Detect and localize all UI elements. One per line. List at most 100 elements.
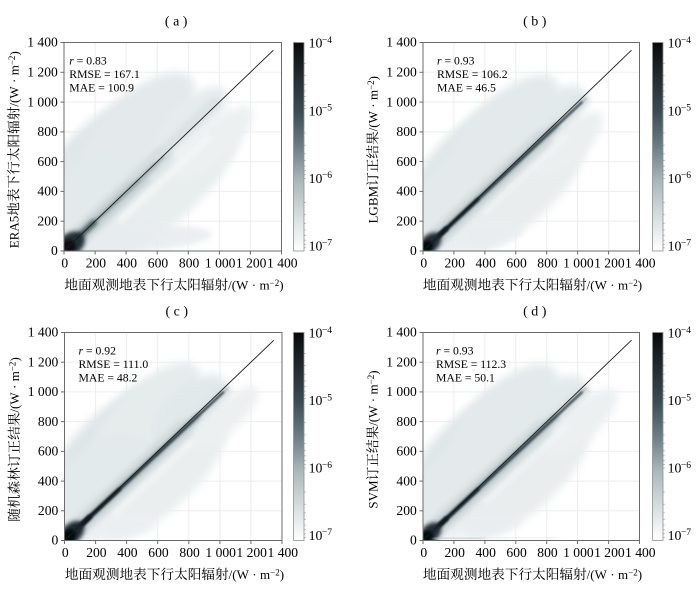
svg-text:1 000: 1 000 [205, 545, 236, 560]
svg-text:−2: −2 [7, 56, 17, 66]
svg-text:−2: −2 [366, 375, 376, 385]
svg-text:10: 10 [309, 461, 323, 476]
svg-text:800: 800 [179, 255, 200, 270]
svg-text:/(W: /(W [228, 278, 249, 293]
svg-text:1 400: 1 400 [386, 35, 417, 50]
svg-text:1 200: 1 200 [594, 255, 625, 270]
svg-text:( a ): ( a ) [165, 15, 188, 30]
svg-text:−5: −5 [322, 392, 332, 403]
svg-text:200: 200 [445, 545, 466, 560]
svg-text:m: m [7, 371, 22, 381]
svg-text:200: 200 [396, 213, 417, 228]
svg-text:m: m [7, 65, 22, 75]
svg-text:r = 0.93: r = 0.93 [436, 344, 474, 357]
svg-text:−2: −2 [366, 80, 376, 90]
svg-text:10: 10 [309, 326, 323, 341]
svg-text:r = 0.83: r = 0.83 [69, 54, 107, 67]
svg-text:m: m [260, 278, 270, 293]
svg-text:1 400: 1 400 [28, 325, 59, 340]
svg-text:−4: −4 [322, 35, 332, 46]
svg-text:800: 800 [537, 255, 558, 270]
svg-text:): ) [7, 51, 22, 55]
svg-text:600: 600 [506, 545, 527, 560]
svg-text:10: 10 [309, 103, 323, 118]
svg-text:1 400: 1 400 [625, 545, 656, 560]
svg-text:0: 0 [420, 545, 427, 560]
svg-text:600: 600 [38, 444, 59, 459]
svg-text:800: 800 [179, 545, 200, 560]
svg-text:SVM: SVM [366, 480, 381, 509]
svg-text:·: · [366, 103, 381, 107]
svg-text:10: 10 [309, 528, 323, 543]
svg-text:400: 400 [117, 545, 138, 560]
svg-text:ERA5: ERA5 [7, 216, 22, 249]
svg-text:): ) [366, 370, 381, 374]
svg-text:200: 200 [396, 503, 417, 518]
svg-text:·: · [366, 398, 381, 402]
svg-text:0: 0 [410, 533, 417, 548]
svg-text:10: 10 [309, 36, 323, 51]
svg-text:): ) [279, 278, 283, 293]
svg-text:−6: −6 [322, 460, 332, 471]
svg-text:−6: −6 [322, 170, 332, 181]
svg-text:/(W: /(W [587, 278, 608, 293]
svg-text:·: · [610, 567, 614, 582]
svg-text:800: 800 [38, 414, 59, 429]
svg-text:−4: −4 [681, 35, 691, 46]
svg-text:−2: −2 [270, 278, 280, 288]
svg-text:600: 600 [396, 444, 417, 459]
svg-text:200: 200 [445, 255, 466, 270]
svg-text:1 000: 1 000 [563, 255, 594, 270]
svg-text:10: 10 [668, 326, 682, 341]
svg-text:m: m [260, 567, 270, 582]
svg-text:1 000: 1 000 [386, 384, 417, 399]
svg-text:−7: −7 [681, 527, 691, 538]
svg-text:( d ): ( d ) [523, 305, 547, 320]
svg-text:m: m [618, 567, 628, 582]
svg-text:−6: −6 [681, 460, 691, 471]
svg-text:RMSE = 112.3: RMSE = 112.3 [436, 358, 506, 371]
svg-text:800: 800 [537, 545, 558, 560]
svg-text:RMSE = 111.0: RMSE = 111.0 [79, 358, 149, 371]
svg-text:1 000: 1 000 [28, 384, 59, 399]
svg-text:10: 10 [668, 103, 682, 118]
svg-text:−2: −2 [628, 567, 638, 577]
svg-text:/(W: /(W [587, 567, 608, 582]
svg-text:0: 0 [410, 243, 417, 258]
svg-text:1 000: 1 000 [386, 94, 417, 109]
svg-text:0: 0 [61, 255, 68, 270]
svg-text:−2: −2 [628, 278, 638, 288]
svg-text:−4: −4 [322, 325, 332, 336]
svg-text:·: · [252, 567, 256, 582]
svg-text:1 400: 1 400 [386, 325, 417, 340]
svg-text:r = 0.93: r = 0.93 [437, 54, 475, 67]
svg-text:10: 10 [668, 36, 682, 51]
svg-text:MAE = 50.1: MAE = 50.1 [436, 372, 495, 385]
svg-text:0: 0 [420, 255, 427, 270]
svg-text:m: m [366, 90, 381, 100]
svg-text:800: 800 [37, 124, 58, 139]
svg-text:10: 10 [309, 171, 323, 186]
svg-text:600: 600 [148, 255, 169, 270]
svg-text:−7: −7 [322, 527, 332, 538]
svg-text:−5: −5 [681, 103, 691, 114]
svg-text:): ) [7, 357, 22, 361]
svg-text:·: · [7, 79, 22, 83]
svg-text:1 400: 1 400 [27, 35, 58, 50]
svg-text:1 200: 1 200 [236, 255, 267, 270]
svg-text:10: 10 [668, 171, 682, 186]
svg-text:200: 200 [37, 213, 58, 228]
svg-text:/(W: /(W [7, 392, 22, 413]
svg-text:600: 600 [506, 255, 527, 270]
svg-text:400: 400 [117, 255, 138, 270]
svg-text:1 400: 1 400 [625, 255, 656, 270]
svg-text:): ) [638, 567, 642, 582]
svg-text:−7: −7 [681, 238, 691, 249]
svg-text:1 000: 1 000 [205, 255, 236, 270]
svg-text:400: 400 [476, 255, 497, 270]
svg-text:600: 600 [148, 545, 169, 560]
svg-text:800: 800 [396, 124, 417, 139]
svg-text:·: · [610, 278, 614, 293]
svg-text:1 200: 1 200 [236, 545, 267, 560]
svg-text:r = 0.92: r = 0.92 [79, 344, 117, 357]
